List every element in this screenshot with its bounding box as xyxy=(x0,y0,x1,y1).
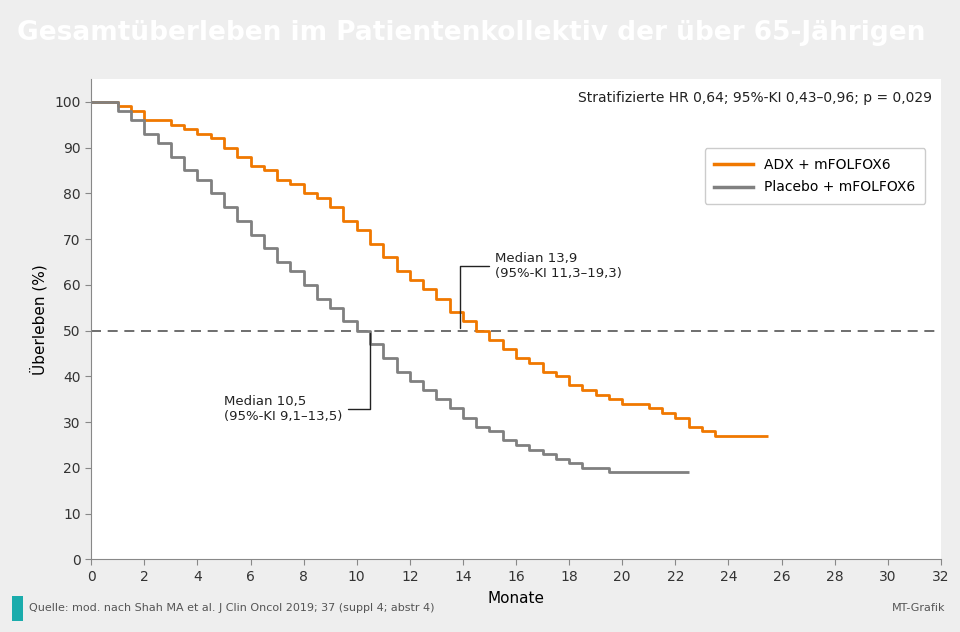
Text: MT-Grafik: MT-Grafik xyxy=(892,604,946,613)
Y-axis label: Überleben (%): Überleben (%) xyxy=(30,264,47,375)
Text: Stratifizierte HR 0,64; 95%-KI 0,43–0,96; p = 0,029: Stratifizierte HR 0,64; 95%-KI 0,43–0,96… xyxy=(578,91,932,105)
Legend: ADX + mFOLFOX6, Placebo + mFOLFOX6: ADX + mFOLFOX6, Placebo + mFOLFOX6 xyxy=(705,149,925,204)
Bar xyxy=(12,595,23,621)
Text: Median 13,9
(95%-KI 11,3–19,3): Median 13,9 (95%-KI 11,3–19,3) xyxy=(460,252,622,328)
Text: Median 10,5
(95%-KI 9,1–13,5): Median 10,5 (95%-KI 9,1–13,5) xyxy=(224,333,370,423)
Text: Gesamtüberleben im Patientenkollektiv der über 65-Jährigen: Gesamtüberleben im Patientenkollektiv de… xyxy=(17,20,925,46)
X-axis label: Monate: Monate xyxy=(488,591,544,605)
Text: Quelle: mod. nach Shah MA et al. J Clin Oncol 2019; 37 (suppl 4; abstr 4): Quelle: mod. nach Shah MA et al. J Clin … xyxy=(29,604,434,613)
